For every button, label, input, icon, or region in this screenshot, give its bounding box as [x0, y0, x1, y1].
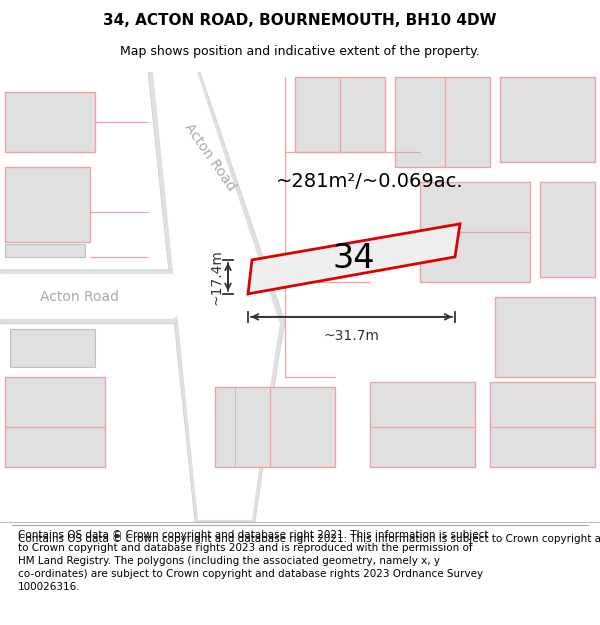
Polygon shape: [5, 92, 95, 152]
Polygon shape: [10, 329, 95, 367]
Text: 34: 34: [332, 242, 375, 275]
Text: HM Land Registry. The polygons (including the associated geometry, namely x, y: HM Land Registry. The polygons (includin…: [18, 556, 440, 566]
Polygon shape: [295, 77, 385, 152]
Text: 100026316.: 100026316.: [18, 582, 80, 592]
Polygon shape: [540, 182, 595, 277]
Polygon shape: [490, 382, 595, 467]
Polygon shape: [0, 270, 192, 324]
Text: ~281m²/~0.069ac.: ~281m²/~0.069ac.: [276, 173, 464, 191]
Polygon shape: [248, 224, 460, 294]
Polygon shape: [215, 387, 335, 467]
Polygon shape: [495, 297, 595, 377]
Text: 34, ACTON ROAD, BOURNEMOUTH, BH10 4DW: 34, ACTON ROAD, BOURNEMOUTH, BH10 4DW: [103, 12, 497, 28]
Polygon shape: [5, 167, 90, 242]
Text: to Crown copyright and database rights 2023 and is reproduced with the permissio: to Crown copyright and database rights 2…: [18, 543, 473, 553]
Polygon shape: [420, 182, 530, 282]
Text: Contains OS data © Crown copyright and database right 2021. This information is : Contains OS data © Crown copyright and d…: [18, 530, 488, 540]
Polygon shape: [5, 377, 105, 467]
Polygon shape: [215, 387, 235, 467]
Text: ~31.7m: ~31.7m: [323, 329, 379, 343]
Polygon shape: [500, 77, 595, 162]
Polygon shape: [5, 244, 85, 257]
Text: co-ordinates) are subject to Crown copyright and database rights 2023 Ordnance S: co-ordinates) are subject to Crown copyr…: [18, 569, 483, 579]
Text: Contains OS data © Crown copyright and database right 2021. This information is : Contains OS data © Crown copyright and d…: [18, 534, 600, 544]
Polygon shape: [148, 72, 285, 522]
Text: ~17.4m: ~17.4m: [209, 249, 223, 305]
Polygon shape: [0, 274, 188, 319]
Polygon shape: [370, 382, 475, 467]
Text: Map shows position and indicative extent of the property.: Map shows position and indicative extent…: [120, 45, 480, 58]
Text: Acton Road: Acton Road: [41, 290, 119, 304]
Text: Acton Road: Acton Road: [182, 121, 238, 193]
Polygon shape: [153, 72, 280, 520]
Polygon shape: [395, 77, 490, 167]
